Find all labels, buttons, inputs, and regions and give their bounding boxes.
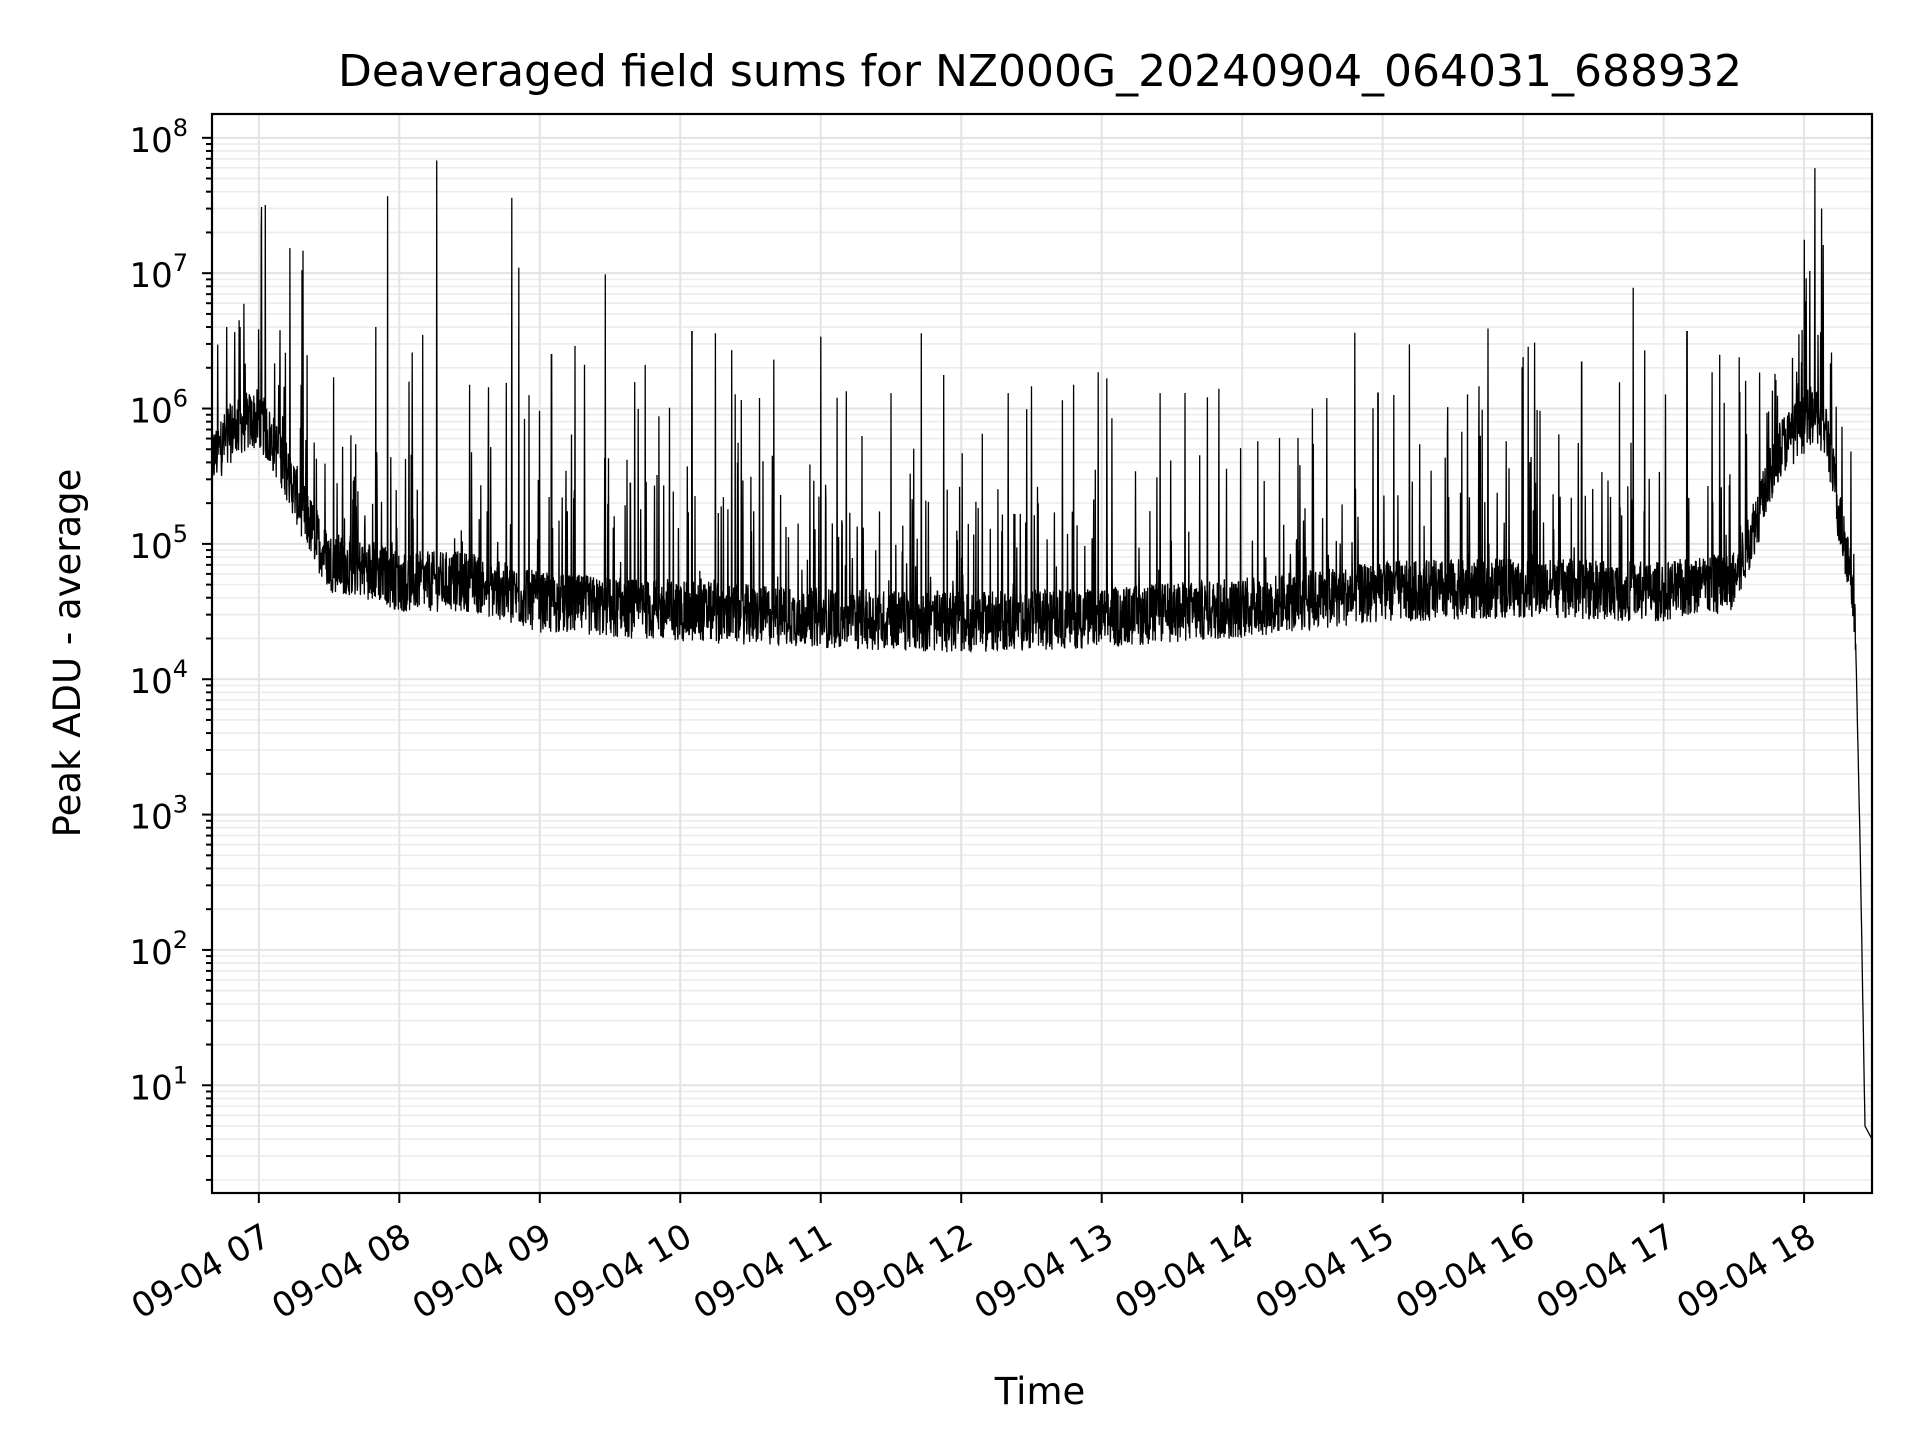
series-line xyxy=(211,160,1873,1140)
y-tick-label: 108 xyxy=(129,114,188,161)
y-axis: 101 102 103 104 105 106 107 108 xyxy=(129,114,212,1181)
y-tick-label: 101 xyxy=(129,1061,188,1108)
y-axis-label: Peak ADU - average xyxy=(46,469,89,838)
y-tick-label: 106 xyxy=(129,385,188,432)
plot-frame xyxy=(210,112,1874,1195)
y-tick-label: 104 xyxy=(129,655,188,702)
y-tick-label: 103 xyxy=(129,791,188,838)
y-tick-label: 102 xyxy=(129,926,188,973)
series-layer xyxy=(211,160,1873,1140)
y-tick-label: 107 xyxy=(129,249,188,296)
chart-title: Deaveraged field sums for NZ000G_2024090… xyxy=(338,46,1742,97)
y-tick-label: 105 xyxy=(129,520,188,567)
x-axis-label: Time xyxy=(994,1370,1086,1413)
